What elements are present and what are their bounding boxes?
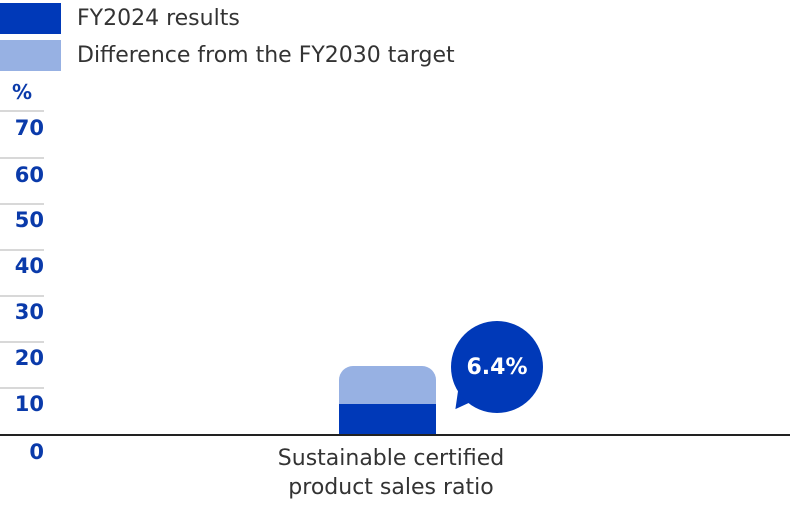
legend-swatch-difference: [0, 40, 61, 71]
gridline: [0, 157, 44, 159]
category-label: Sustainable certified product sales rati…: [250, 444, 532, 502]
legend-item-fy2024: FY2024 results: [0, 3, 240, 34]
bar-difference-segment: [339, 366, 436, 404]
gridline: [0, 249, 44, 251]
y-tick: 10: [14, 392, 44, 416]
legend-item-difference: Difference from the FY2030 target: [0, 40, 455, 71]
y-tick: 0: [29, 440, 44, 464]
bar-fy2024-segment: [339, 404, 436, 435]
gridline: [0, 110, 44, 112]
x-axis-baseline: [0, 434, 790, 436]
y-tick: 40: [14, 254, 44, 278]
gridline: [0, 387, 44, 389]
y-tick: 50: [14, 208, 44, 232]
value-bubble-text: 6.4%: [466, 354, 528, 380]
legend-label: FY2024 results: [77, 6, 240, 31]
y-tick: 30: [14, 300, 44, 324]
legend-label: Difference from the FY2030 target: [77, 43, 455, 68]
gridline: [0, 295, 44, 297]
category-label-line: product sales ratio: [288, 475, 494, 500]
y-tick: 20: [14, 346, 44, 370]
y-tick: 70: [14, 116, 44, 140]
gridline: [0, 341, 44, 343]
legend-swatch-fy2024: [0, 3, 61, 34]
gridline: [0, 203, 44, 205]
category-label-line: Sustainable certified: [277, 446, 505, 471]
value-bubble: 6.4%: [451, 321, 543, 413]
y-axis-unit: %: [12, 80, 33, 104]
y-tick: 60: [14, 163, 44, 187]
